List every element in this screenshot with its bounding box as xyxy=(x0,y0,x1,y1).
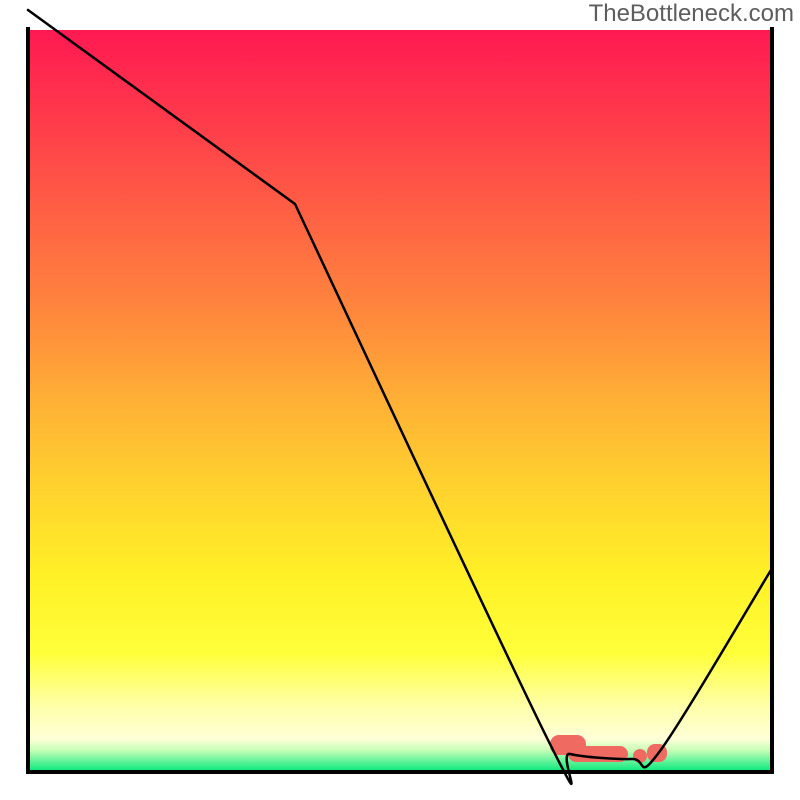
watermark-text: TheBottleneck.com xyxy=(589,0,794,28)
bottleneck-chart xyxy=(0,0,800,800)
chart-container: TheBottleneck.com xyxy=(0,0,800,800)
